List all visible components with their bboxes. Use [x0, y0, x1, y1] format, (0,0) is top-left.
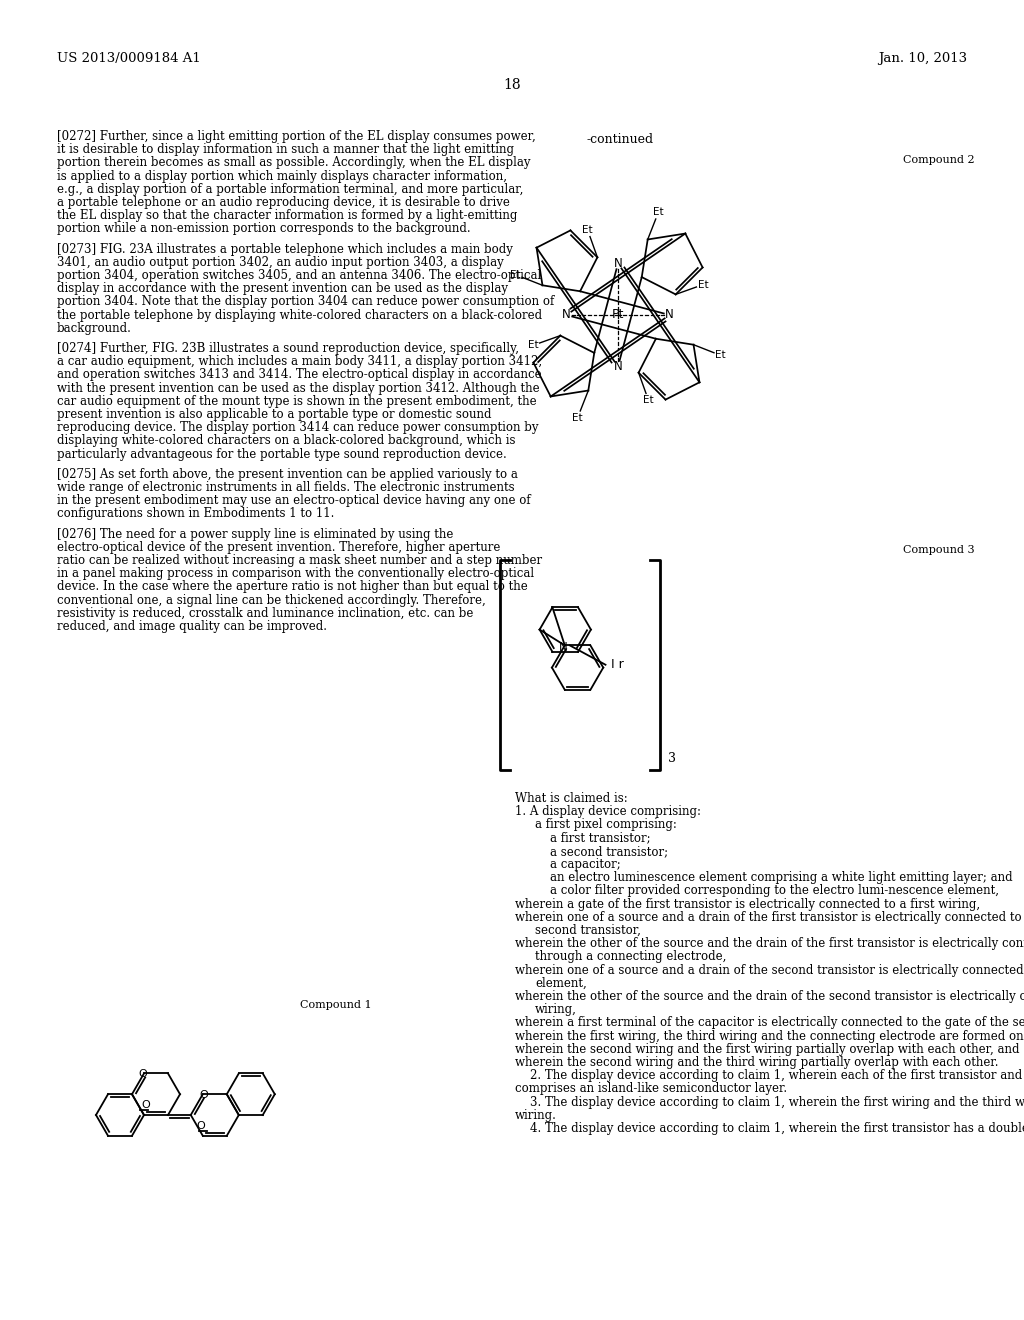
Text: Et: Et — [643, 395, 653, 405]
Text: wherein the other of the source and the drain of the second transistor is electr: wherein the other of the source and the … — [515, 990, 1024, 1003]
Text: O: O — [138, 1069, 147, 1080]
Text: device. In the case where the aperture ratio is not higher than but equal to the: device. In the case where the aperture r… — [57, 581, 527, 594]
Text: element,: element, — [535, 977, 587, 990]
Text: N: N — [613, 257, 623, 269]
Text: Et: Et — [715, 350, 726, 360]
Text: wiring.: wiring. — [515, 1109, 557, 1122]
Text: [0276] The need for a power supply line is eliminated by using the: [0276] The need for a power supply line … — [57, 528, 454, 541]
Text: conventional one, a signal line can be thickened accordingly. Therefore,: conventional one, a signal line can be t… — [57, 594, 485, 607]
Text: Et: Et — [527, 341, 539, 350]
Text: reduced, and image quality can be improved.: reduced, and image quality can be improv… — [57, 620, 327, 634]
Text: background.: background. — [57, 322, 132, 335]
Text: N: N — [562, 309, 570, 322]
Text: 3401, an audio output portion 3402, an audio input portion 3403, a display: 3401, an audio output portion 3402, an a… — [57, 256, 504, 269]
Text: in a panel making process in comparison with the conventionally electro-optical: in a panel making process in comparison … — [57, 568, 535, 581]
Text: 4. The display device according to claim 1, wherein the first transistor has a d: 4. The display device according to claim… — [530, 1122, 1024, 1135]
Text: configurations shown in Embodiments 1 to 11.: configurations shown in Embodiments 1 to… — [57, 507, 335, 520]
Text: a color filter provided corresponding to the electro lumi-nescence element,: a color filter provided corresponding to… — [550, 884, 999, 898]
Text: Et: Et — [572, 413, 583, 422]
Text: is applied to a display portion which mainly displays character information,: is applied to a display portion which ma… — [57, 169, 507, 182]
Text: US 2013/0009184 A1: US 2013/0009184 A1 — [57, 51, 201, 65]
Text: Compound 2: Compound 2 — [903, 154, 975, 165]
Text: particularly advantageous for the portable type sound reproduction device.: particularly advantageous for the portab… — [57, 447, 507, 461]
Text: comprises an island-like semiconductor layer.: comprises an island-like semiconductor l… — [515, 1082, 787, 1096]
Text: wherein a first terminal of the capacitor is electrically connected to the gate : wherein a first terminal of the capacito… — [515, 1016, 1024, 1030]
Text: wherein one of a source and a drain of the second transistor is electrically con: wherein one of a source and a drain of t… — [515, 964, 1024, 977]
Text: in the present embodiment may use an electro-optical device having any one of: in the present embodiment may use an ele… — [57, 494, 530, 507]
Text: car audio equipment of the mount type is shown in the present embodiment, the: car audio equipment of the mount type is… — [57, 395, 537, 408]
Text: portion 3404. Note that the display portion 3404 can reduce power consumption of: portion 3404. Note that the display port… — [57, 296, 554, 309]
Text: portion 3404, operation switches 3405, and an antenna 3406. The electro-optical: portion 3404, operation switches 3405, a… — [57, 269, 542, 282]
Text: -continued: -continued — [587, 133, 653, 147]
Text: a capacitor;: a capacitor; — [550, 858, 621, 871]
Text: 3: 3 — [668, 752, 676, 766]
Text: with the present invention can be used as the display portion 3412. Although the: with the present invention can be used a… — [57, 381, 540, 395]
Text: a first pixel comprising:: a first pixel comprising: — [535, 818, 677, 832]
Text: wherein a gate of the first transistor is electrically connected to a first wiri: wherein a gate of the first transistor i… — [515, 898, 980, 911]
Text: [0273] FIG. 23A illustrates a portable telephone which includes a main body: [0273] FIG. 23A illustrates a portable t… — [57, 243, 513, 256]
Text: e.g., a display portion of a portable information terminal, and more particular,: e.g., a display portion of a portable in… — [57, 182, 523, 195]
Text: it is desirable to display information in such a manner that the light emitting: it is desirable to display information i… — [57, 143, 514, 156]
Text: wherein one of a source and a drain of the first transistor is electrically conn: wherein one of a source and a drain of t… — [515, 911, 1024, 924]
Text: an electro luminescence element comprising a white light emitting layer; and: an electro luminescence element comprisi… — [550, 871, 1013, 884]
Text: N: N — [558, 642, 567, 653]
Text: the EL display so that the character information is formed by a light-emitting: the EL display so that the character inf… — [57, 209, 517, 222]
Text: O: O — [141, 1100, 151, 1110]
Text: I r: I r — [611, 659, 624, 672]
Text: wherein the second wiring and the first wiring partially overlap with each other: wherein the second wiring and the first … — [515, 1043, 1020, 1056]
Text: Et: Et — [583, 224, 593, 235]
Text: portion therein becomes as small as possible. Accordingly, when the EL display: portion therein becomes as small as poss… — [57, 156, 530, 169]
Text: and operation switches 3413 and 3414. The electro-optical display in accordance: and operation switches 3413 and 3414. Th… — [57, 368, 542, 381]
Text: 18: 18 — [503, 78, 521, 92]
Text: Jan. 10, 2013: Jan. 10, 2013 — [878, 51, 967, 65]
Text: Compound 3: Compound 3 — [903, 545, 975, 554]
Text: O: O — [197, 1121, 205, 1131]
Text: 2. The display device according to claim 1, wherein each of the first transistor: 2. The display device according to claim… — [530, 1069, 1024, 1082]
Text: 1. A display device comprising:: 1. A display device comprising: — [515, 805, 701, 818]
Text: [0274] Further, FIG. 23B illustrates a sound reproduction device, specifically,: [0274] Further, FIG. 23B illustrates a s… — [57, 342, 519, 355]
Text: wherein the first wiring, the third wiring and the connecting electrode are form: wherein the first wiring, the third wiri… — [515, 1030, 1024, 1043]
Text: electro-optical device of the present invention. Therefore, higher aperture: electro-optical device of the present in… — [57, 541, 501, 554]
Text: the portable telephone by displaying white-colored characters on a black-colored: the portable telephone by displaying whi… — [57, 309, 542, 322]
Text: Et: Et — [510, 269, 521, 280]
Text: [0275] As set forth above, the present invention can be applied variously to a: [0275] As set forth above, the present i… — [57, 467, 518, 480]
Text: Et: Et — [653, 207, 664, 218]
Text: Compound 1: Compound 1 — [300, 1001, 372, 1010]
Text: a car audio equipment, which includes a main body 3411, a display portion 3412,: a car audio equipment, which includes a … — [57, 355, 542, 368]
Text: present invention is also applicable to a portable type or domestic sound: present invention is also applicable to … — [57, 408, 492, 421]
Text: display in accordance with the present invention can be used as the display: display in accordance with the present i… — [57, 282, 508, 296]
Text: wherein the other of the source and the drain of the first transistor is electri: wherein the other of the source and the … — [515, 937, 1024, 950]
Text: O: O — [200, 1090, 208, 1100]
Text: N: N — [666, 309, 674, 322]
Text: What is claimed is:: What is claimed is: — [515, 792, 628, 805]
Text: [0272] Further, since a light emitting portion of the EL display consumes power,: [0272] Further, since a light emitting p… — [57, 129, 536, 143]
Text: 3. The display device according to claim 1, wherein the first wiring and the thi: 3. The display device according to claim… — [530, 1096, 1024, 1109]
Text: through a connecting electrode,: through a connecting electrode, — [535, 950, 726, 964]
Text: Et: Et — [697, 280, 709, 289]
Text: wiring,: wiring, — [535, 1003, 577, 1016]
Text: displaying white-colored characters on a black-colored background, which is: displaying white-colored characters on a… — [57, 434, 515, 447]
Text: reproducing device. The display portion 3414 can reduce power consumption by: reproducing device. The display portion … — [57, 421, 539, 434]
Text: portion while a non-emission portion corresponds to the background.: portion while a non-emission portion cor… — [57, 222, 471, 235]
Text: wherein the second wiring and the third wiring partially overlap with each other: wherein the second wiring and the third … — [515, 1056, 998, 1069]
Text: second transistor,: second transistor, — [535, 924, 641, 937]
Text: N: N — [613, 360, 623, 374]
Text: wide range of electronic instruments in all fields. The electronic instruments: wide range of electronic instruments in … — [57, 480, 515, 494]
Text: a second transistor;: a second transistor; — [550, 845, 668, 858]
Text: ratio can be realized without increasing a mask sheet number and a step number: ratio can be realized without increasing… — [57, 554, 542, 568]
Text: Pt: Pt — [611, 309, 625, 322]
Text: resistivity is reduced, crosstalk and luminance inclination, etc. can be: resistivity is reduced, crosstalk and lu… — [57, 607, 473, 620]
Text: a portable telephone or an audio reproducing device, it is desirable to drive: a portable telephone or an audio reprodu… — [57, 195, 510, 209]
Text: a first transistor;: a first transistor; — [550, 832, 650, 845]
